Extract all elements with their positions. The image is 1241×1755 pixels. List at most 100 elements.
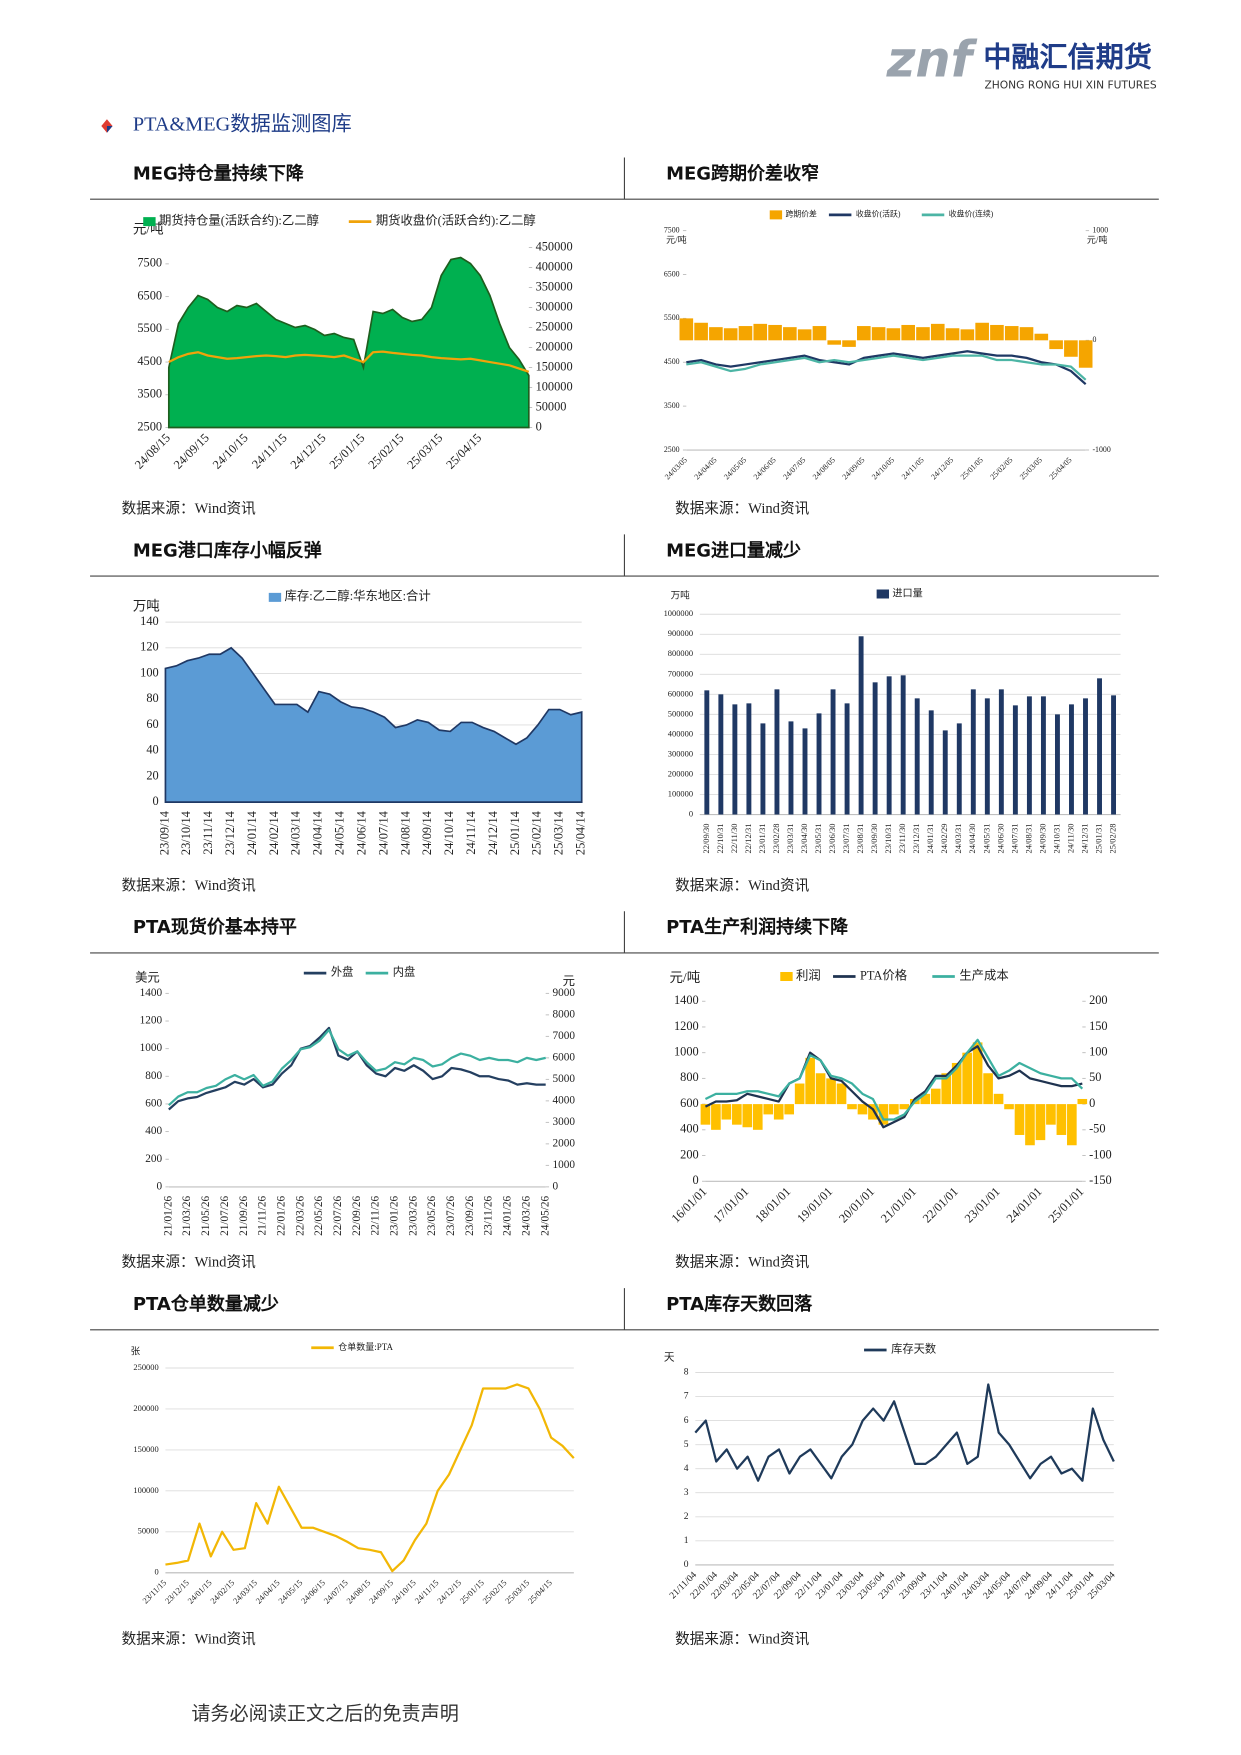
x-tick-label: 24/07/14 bbox=[376, 811, 390, 855]
bar bbox=[830, 689, 836, 815]
x-tick-label: 16/01/01 bbox=[669, 1184, 710, 1225]
bar bbox=[1040, 696, 1046, 815]
x-tick-label: 23/11/14 bbox=[201, 811, 215, 854]
x-tick-label: 21/07/26 bbox=[219, 1196, 231, 1236]
x-tick-label: 22/05/26 bbox=[313, 1196, 325, 1236]
chart-heading: MEG跨期价差收窄 bbox=[666, 162, 819, 184]
y-tick-label: 0 bbox=[693, 1173, 699, 1187]
bar bbox=[886, 328, 901, 341]
x-tick-label: 22/12/31 bbox=[743, 824, 753, 854]
bar bbox=[901, 324, 915, 341]
y-tick-label: 5500 bbox=[664, 313, 680, 322]
y-tick-label: 120 bbox=[140, 640, 159, 654]
x-tick-label: 24/09/14 bbox=[420, 811, 434, 855]
x-tick-label: 21/05/26 bbox=[200, 1196, 212, 1236]
y2-tick-label: 6000 bbox=[552, 1051, 575, 1063]
x-tick-label: 23/05/31 bbox=[813, 824, 823, 854]
bar bbox=[805, 1057, 815, 1105]
x-tick-label: 24/10/15 bbox=[390, 1577, 418, 1605]
x-tick-label: 22/11/30 bbox=[729, 824, 739, 854]
bar bbox=[970, 689, 976, 815]
bar bbox=[816, 713, 822, 815]
y-axis-unit: 元/吨 bbox=[666, 234, 687, 245]
y-tick-label: 5 bbox=[684, 1439, 689, 1450]
x-tick-label: 21/01/26 bbox=[162, 1196, 174, 1236]
bar bbox=[1004, 1104, 1014, 1110]
bar bbox=[993, 1093, 1004, 1105]
bar bbox=[827, 340, 842, 345]
data-line bbox=[168, 350, 530, 373]
x-tick-label: 23/11/30 bbox=[897, 824, 907, 854]
y-tick-label: 6500 bbox=[137, 288, 162, 302]
y2-tick-label: 4000 bbox=[552, 1094, 575, 1106]
y-tick-label: 1000 bbox=[140, 1042, 163, 1054]
y-tick-label: 7 bbox=[684, 1391, 689, 1402]
y2-tick-label: 0 bbox=[552, 1180, 558, 1192]
x-tick-label: 25/01/14 bbox=[508, 811, 522, 855]
y-tick-label: 5500 bbox=[137, 321, 162, 335]
x-tick-label: 24/02/14 bbox=[267, 811, 281, 855]
legend-label: 期货持仓量(活跃合约):乙二醇 bbox=[159, 212, 319, 227]
y-tick-label: 4500 bbox=[664, 357, 680, 366]
bar bbox=[941, 1073, 952, 1105]
y-tick-label: 3 bbox=[684, 1487, 689, 1498]
y-tick-label: 800000 bbox=[668, 648, 693, 658]
legend-label: 跨期价差 bbox=[785, 209, 817, 219]
x-tick-label: 25/02/28 bbox=[1107, 823, 1117, 853]
data-line bbox=[686, 354, 1087, 381]
legend-swatch bbox=[268, 592, 282, 602]
y-tick-label: 1000000 bbox=[664, 608, 693, 618]
data-line bbox=[694, 1383, 1115, 1482]
x-tick-label: 24/03/31 bbox=[953, 824, 963, 854]
y2-tick-label: 7000 bbox=[552, 1030, 575, 1042]
bar bbox=[746, 703, 752, 815]
y2-tick-label: 1000 bbox=[552, 1159, 575, 1171]
y2-tick-label: 8000 bbox=[552, 1008, 575, 1020]
data-line bbox=[704, 1038, 1084, 1121]
y-tick-label: 7500 bbox=[137, 256, 162, 270]
x-tick-label: 24/06/30 bbox=[995, 824, 1005, 854]
x-tick-label: 25/03/14 bbox=[552, 811, 566, 855]
x-tick-label: 24/06/14 bbox=[354, 811, 368, 855]
section-title: PTA&MEG数据监测图库 bbox=[133, 113, 352, 136]
y-axis-unit: 张 bbox=[131, 1346, 141, 1357]
chart-heading: MEG港口库存小幅反弹 bbox=[133, 539, 322, 561]
legend-label: 外盘 bbox=[331, 965, 354, 979]
company-name: 中融汇信期货 bbox=[983, 41, 1152, 74]
x-tick-label: 22/01/26 bbox=[275, 1196, 287, 1236]
legend-swatch bbox=[876, 589, 890, 599]
bullet-icon-part bbox=[106, 126, 113, 133]
bar bbox=[844, 703, 850, 815]
y2-tick-label: 150000 bbox=[536, 359, 573, 373]
x-tick-label: 24/08/05 bbox=[811, 455, 837, 481]
bar bbox=[871, 327, 886, 341]
x-tick-label: 23/01/31 bbox=[757, 824, 767, 854]
data-area bbox=[164, 646, 583, 803]
bar bbox=[1097, 678, 1102, 815]
y-tick-label: 0 bbox=[156, 1180, 162, 1192]
y2-tick-label: 100000 bbox=[536, 379, 573, 393]
legend-label: 利润 bbox=[796, 968, 821, 982]
y-tick-label: 4500 bbox=[137, 354, 162, 368]
x-tick-label: 20/01/01 bbox=[836, 1184, 877, 1225]
bar bbox=[951, 1062, 962, 1105]
bar bbox=[900, 675, 906, 815]
x-tick-label: 25/01/05 bbox=[959, 455, 985, 481]
x-tick-label: 24/02/29 bbox=[939, 824, 949, 854]
legend-label: PTA价格 bbox=[860, 967, 908, 982]
y2-tick-label: 150 bbox=[1089, 1019, 1108, 1033]
y-tick-label: 0 bbox=[689, 808, 693, 818]
bar bbox=[1046, 1104, 1056, 1125]
y-axis-unit: 元/吨 bbox=[669, 970, 700, 985]
y2-tick-label: 5000 bbox=[552, 1073, 575, 1085]
bar bbox=[1111, 695, 1117, 815]
bar bbox=[826, 1078, 836, 1105]
y-tick-label: 800 bbox=[680, 1070, 699, 1084]
chart-heading: PTA现货价基本持平 bbox=[133, 916, 297, 938]
bar bbox=[962, 1052, 972, 1105]
bar bbox=[1054, 714, 1060, 815]
y-axis-unit: 天 bbox=[664, 1351, 675, 1363]
y-tick-label: 50000 bbox=[138, 1526, 159, 1536]
bar bbox=[899, 1104, 910, 1110]
x-tick-label: 22/09/26 bbox=[351, 1196, 363, 1236]
